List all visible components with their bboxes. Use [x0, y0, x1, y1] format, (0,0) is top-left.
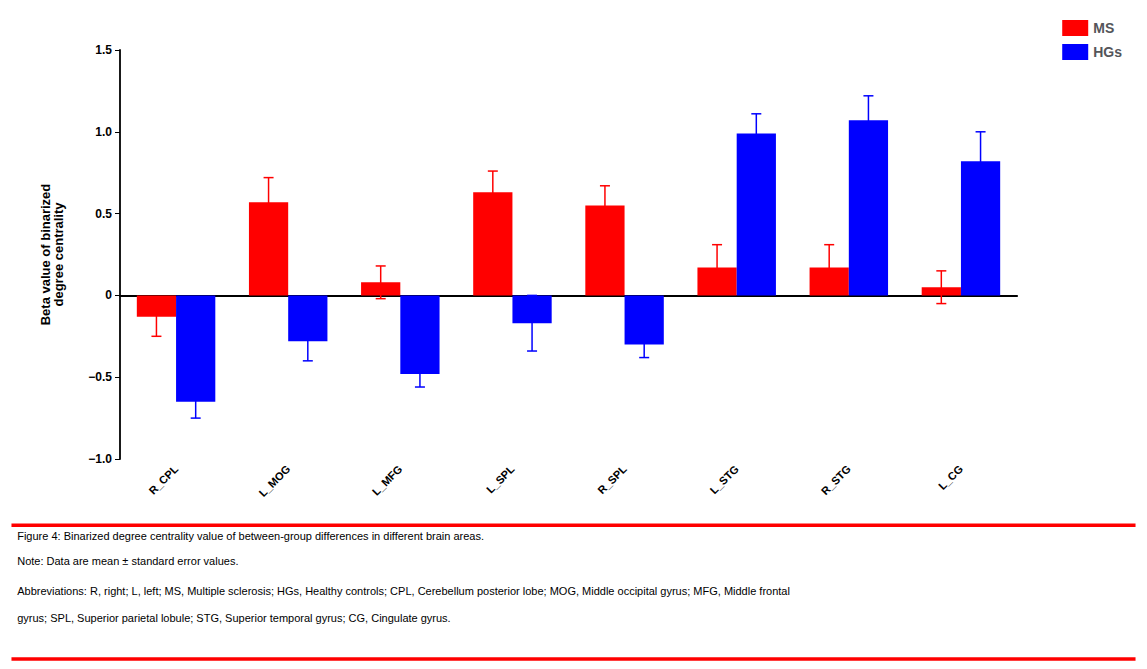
svg-text:degree centrality: degree centrality — [51, 202, 66, 307]
svg-text:R_SPL: R_SPL — [595, 463, 629, 497]
svg-text:L_SPL: L_SPL — [484, 463, 517, 496]
svg-text:1.0: 1.0 — [95, 125, 112, 139]
svg-text:Note: Data are mean ± standard: Note: Data are mean ± standard error val… — [17, 555, 238, 567]
svg-text:L_STG: L_STG — [707, 463, 741, 497]
svg-text:−1.0: −1.0 — [88, 452, 112, 466]
svg-text:L_CG: L_CG — [936, 463, 965, 492]
svg-text:HGs: HGs — [1093, 44, 1122, 60]
svg-text:R_CPL: R_CPL — [146, 463, 180, 497]
svg-text:−0.5: −0.5 — [88, 370, 112, 384]
svg-text:Beta value of binarized: Beta value of binarized — [38, 183, 53, 326]
svg-text:0.5: 0.5 — [95, 207, 112, 221]
svg-text:Abbreviations: R, right; L, le: Abbreviations: R, right; L, left; MS, Mu… — [17, 585, 790, 597]
svg-text:0: 0 — [105, 288, 112, 302]
svg-text:L_MFG: L_MFG — [370, 463, 405, 498]
svg-text:R_STG: R_STG — [819, 463, 853, 497]
svg-text:1.5: 1.5 — [95, 43, 112, 57]
svg-text:gyrus; SPL, Superior parietal: gyrus; SPL, Superior parietal lobule; ST… — [17, 612, 450, 624]
svg-text:Figure 4: Binarized degree cen: Figure 4: Binarized degree centrality va… — [17, 530, 484, 542]
svg-text:L_MOG: L_MOG — [256, 463, 292, 499]
svg-text:MS: MS — [1093, 20, 1114, 36]
